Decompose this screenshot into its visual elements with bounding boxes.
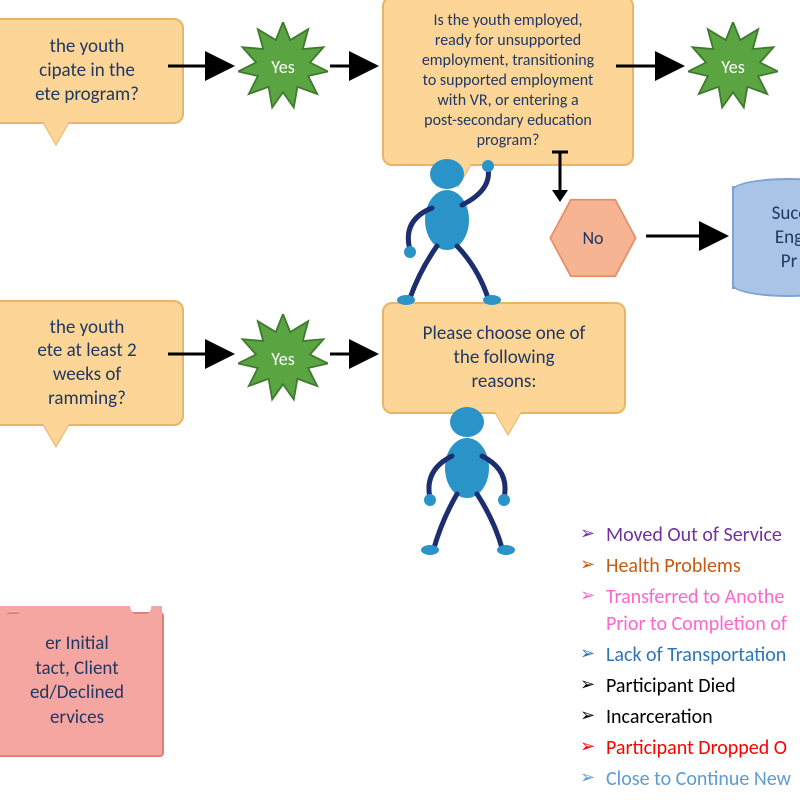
stick-figure-2: [412, 398, 522, 558]
reason-item: Moved Out of Service: [580, 520, 791, 551]
yes-node-2: Yes: [688, 22, 778, 112]
declined-text: er Initial tact, Client ed/Declined ervi…: [30, 632, 124, 729]
reason-item: Health Problems: [580, 551, 791, 582]
reason-item: Lack of Transportation: [580, 640, 791, 671]
decision-text-4: Please choose one of the following reaso…: [423, 322, 586, 393]
reason-item: Close to Continue New: [580, 764, 791, 795]
scroll-text: Succ Eng Pr: [772, 202, 800, 273]
outcome-scroll: Succ Eng Pr: [732, 186, 800, 289]
yes-label-3: Yes: [271, 348, 294, 370]
yes-node-3: Yes: [238, 314, 328, 404]
reasons-list: Moved Out of ServiceHealth ProblemsTrans…: [540, 520, 791, 795]
yes-label-2: Yes: [721, 56, 744, 78]
decision-text-2: Is the youth employed, ready for unsuppo…: [422, 11, 594, 151]
no-label: No: [582, 227, 603, 249]
decision-text-3: the youth ete at least 2 weeks of rammin…: [37, 316, 136, 411]
yes-node-1: Yes: [238, 22, 328, 112]
reason-item: Participant Dropped O: [580, 733, 791, 764]
decision-text-1: the youth cipate in the ete program?: [35, 35, 139, 106]
decision-box-1: the youth cipate in the ete program?: [0, 18, 184, 124]
yes-label-1: Yes: [271, 56, 294, 78]
reason-item: Participant Died: [580, 671, 791, 702]
reason-item: Prior to Completion of: [580, 609, 791, 640]
no-node: No: [548, 198, 638, 278]
decision-box-2: Is the youth employed, ready for unsuppo…: [382, 0, 634, 166]
stick-figure-1: [392, 150, 502, 310]
decision-box-3: the youth ete at least 2 weeks of rammin…: [0, 300, 184, 426]
declined-box: er Initial tact, Client ed/Declined ervi…: [0, 612, 164, 757]
reason-item: Incarceration: [580, 702, 791, 733]
